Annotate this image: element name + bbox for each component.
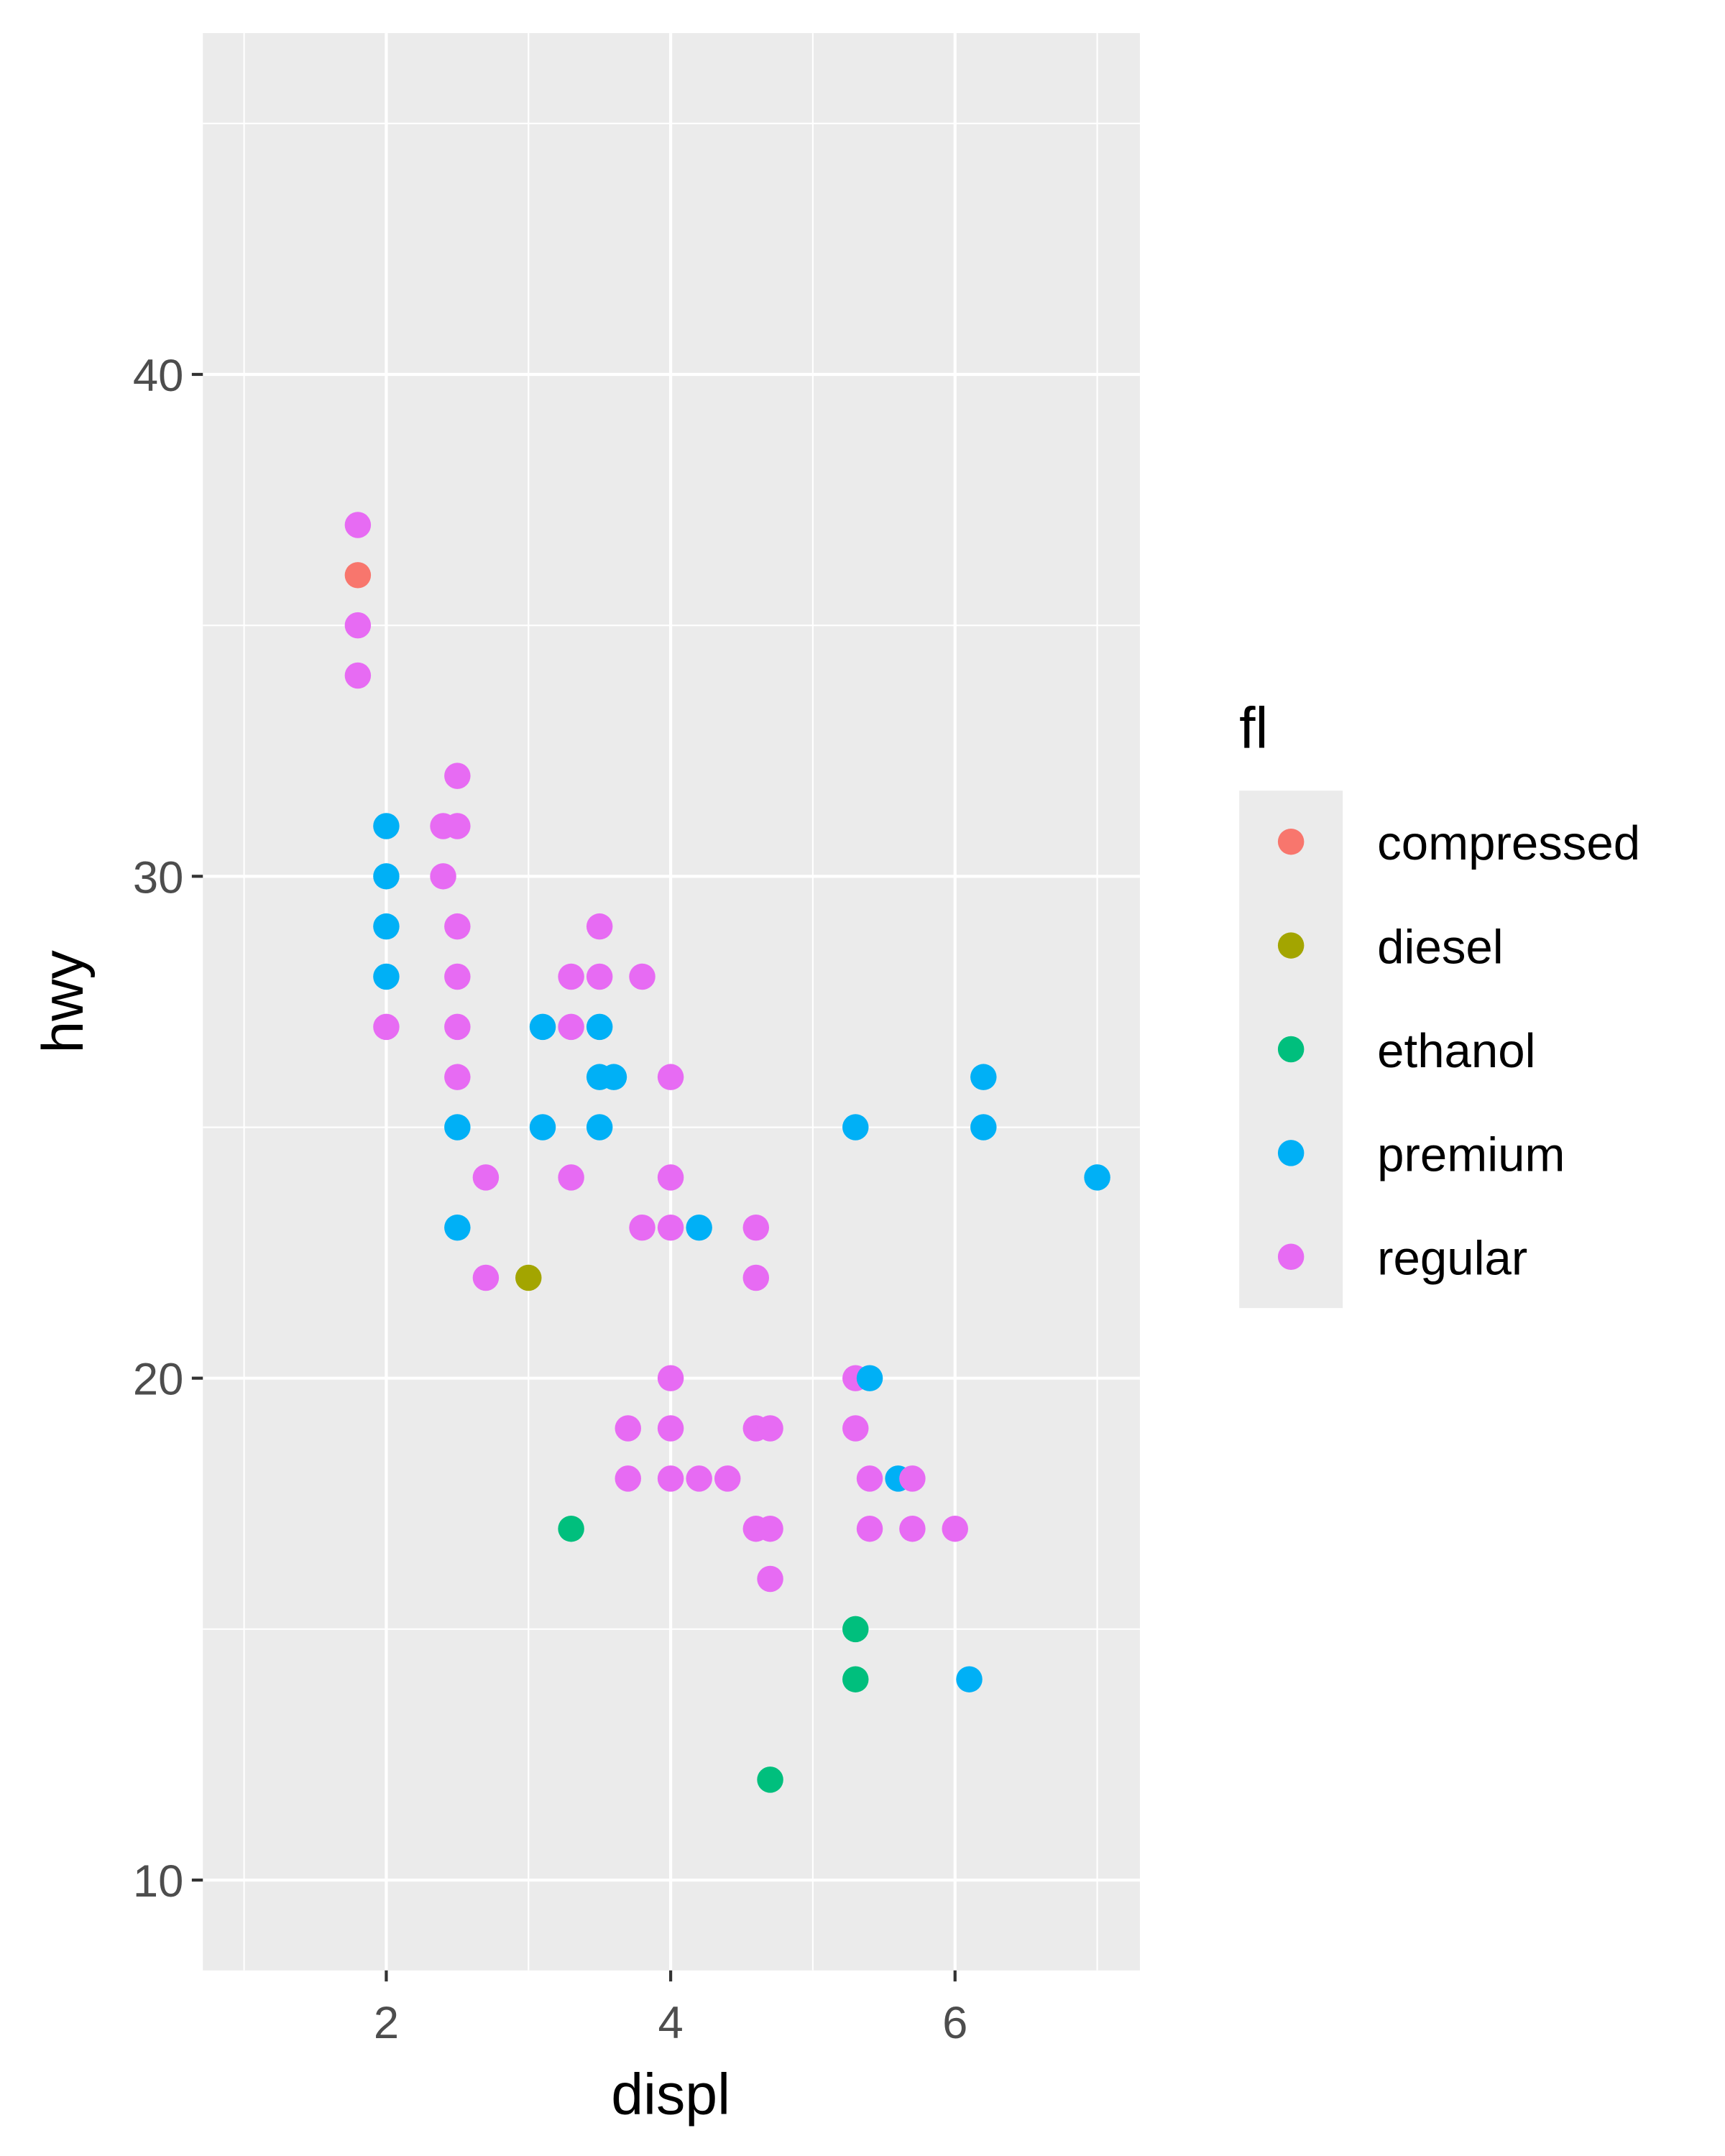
data-point-regular xyxy=(558,1013,584,1041)
x-tick-label: 6 xyxy=(942,1998,967,2048)
legend-key-premium xyxy=(1277,1140,1305,1166)
data-point-regular xyxy=(657,1064,684,1090)
data-point-premium xyxy=(586,1013,613,1041)
data-point-premium xyxy=(856,1365,883,1391)
data-point-premium xyxy=(970,1114,997,1141)
data-point-premium xyxy=(970,1064,997,1090)
data-point-regular xyxy=(856,1465,883,1492)
data-point-premium xyxy=(444,1214,471,1241)
data-point-regular xyxy=(615,1415,641,1442)
x-tick-label: 4 xyxy=(658,1998,683,2048)
data-point-regular xyxy=(444,1013,471,1041)
data-point-regular xyxy=(344,662,372,689)
data-point-regular xyxy=(444,763,471,789)
data-point-regular xyxy=(714,1465,741,1492)
data-point-regular xyxy=(586,913,613,940)
data-point-premium xyxy=(686,1214,712,1241)
data-point-regular xyxy=(842,1415,869,1442)
data-point-regular xyxy=(558,963,584,990)
data-point-regular xyxy=(686,1465,712,1492)
y-tick-label: 40 xyxy=(133,351,183,401)
data-point-regular xyxy=(344,612,372,639)
data-point-regular xyxy=(472,1164,500,1191)
data-point-regular xyxy=(444,1064,471,1090)
legend-key-diesel xyxy=(1277,932,1305,959)
data-point-ethanol xyxy=(842,1616,869,1643)
data-point-regular xyxy=(742,1214,770,1241)
data-point-premium xyxy=(373,913,400,940)
data-point-premium xyxy=(586,1114,613,1141)
data-point-premium xyxy=(444,1114,471,1141)
data-point-regular xyxy=(558,1164,584,1191)
x-axis-title: displ xyxy=(611,2062,730,2127)
legend-label-regular: regular xyxy=(1377,1232,1527,1286)
data-point-regular xyxy=(444,813,471,839)
data-point-regular xyxy=(444,963,471,990)
data-point-regular xyxy=(657,1164,684,1191)
data-point-diesel xyxy=(515,1264,542,1291)
data-point-regular xyxy=(757,1515,783,1542)
data-point-ethanol xyxy=(558,1515,584,1542)
data-point-regular xyxy=(472,1264,500,1291)
data-point-regular xyxy=(942,1515,968,1542)
data-point-ethanol xyxy=(757,1766,783,1793)
y-axis-title: hwy xyxy=(31,950,96,1054)
legend-key-regular xyxy=(1277,1243,1305,1270)
data-point-premium xyxy=(373,863,400,890)
data-points xyxy=(344,512,1110,1793)
data-point-regular xyxy=(657,1214,684,1241)
legend-key-compressed xyxy=(1277,828,1305,855)
data-point-regular xyxy=(629,1214,656,1241)
data-point-regular xyxy=(657,1415,684,1442)
y-tick-label: 30 xyxy=(133,852,183,903)
data-point-regular xyxy=(586,963,613,990)
legend-label-diesel: diesel xyxy=(1377,921,1504,975)
data-point-premium xyxy=(600,1064,627,1090)
legend-label-ethanol: ethanol xyxy=(1377,1024,1535,1078)
data-point-regular xyxy=(373,1013,400,1041)
data-point-regular xyxy=(629,963,656,990)
data-point-regular xyxy=(657,1365,684,1391)
y-tick-label: 20 xyxy=(133,1355,183,1405)
data-point-regular xyxy=(899,1515,926,1542)
data-point-regular xyxy=(856,1515,883,1542)
legend-title: fl xyxy=(1239,696,1268,761)
data-point-premium xyxy=(373,813,400,839)
data-point-regular xyxy=(430,863,456,890)
data-point-regular xyxy=(757,1565,783,1593)
data-point-regular xyxy=(757,1415,783,1442)
axes: 2 4 6 10 20 30 40 xyxy=(133,351,967,2048)
data-point-regular xyxy=(899,1465,926,1492)
data-point-premium xyxy=(956,1666,983,1692)
data-point-premium xyxy=(529,1013,556,1041)
data-point-premium xyxy=(1084,1164,1110,1191)
data-point-regular xyxy=(657,1465,684,1492)
data-point-regular xyxy=(615,1465,641,1492)
grid-lines xyxy=(203,33,1140,1971)
legend-label-premium: premium xyxy=(1377,1128,1565,1181)
data-point-regular xyxy=(444,913,471,940)
x-tick-label: 2 xyxy=(374,1998,399,2048)
legend-label-compressed: compressed xyxy=(1377,816,1640,870)
data-point-regular xyxy=(344,512,372,538)
data-point-premium xyxy=(842,1114,869,1141)
data-point-premium xyxy=(529,1114,556,1141)
data-point-ethanol xyxy=(842,1666,869,1692)
data-point-compressed xyxy=(344,562,372,589)
legend-key-ethanol xyxy=(1277,1036,1305,1063)
y-tick-label: 10 xyxy=(133,1856,183,1907)
data-point-premium xyxy=(373,963,400,990)
data-point-regular xyxy=(742,1264,770,1291)
legend: fl compressed diesel ethanol premium regular xyxy=(1239,696,1640,1309)
